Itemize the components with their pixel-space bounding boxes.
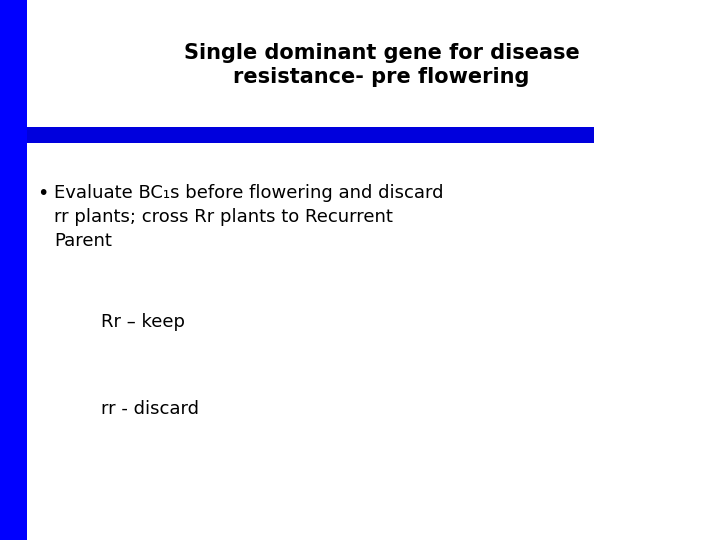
Bar	[27, 127, 594, 143]
Text: Rr – keep: Rr – keep	[101, 313, 185, 331]
Text: Evaluate BC₁s before flowering and discard
rr plants; cross Rr plants to Recurre: Evaluate BC₁s before flowering and disca…	[54, 184, 444, 250]
Text: •: •	[37, 184, 49, 202]
Text: Single dominant gene for disease
resistance- pre flowering: Single dominant gene for disease resista…	[184, 43, 580, 87]
Bar	[0, 0, 27, 540]
Text: rr - discard: rr - discard	[101, 400, 199, 417]
